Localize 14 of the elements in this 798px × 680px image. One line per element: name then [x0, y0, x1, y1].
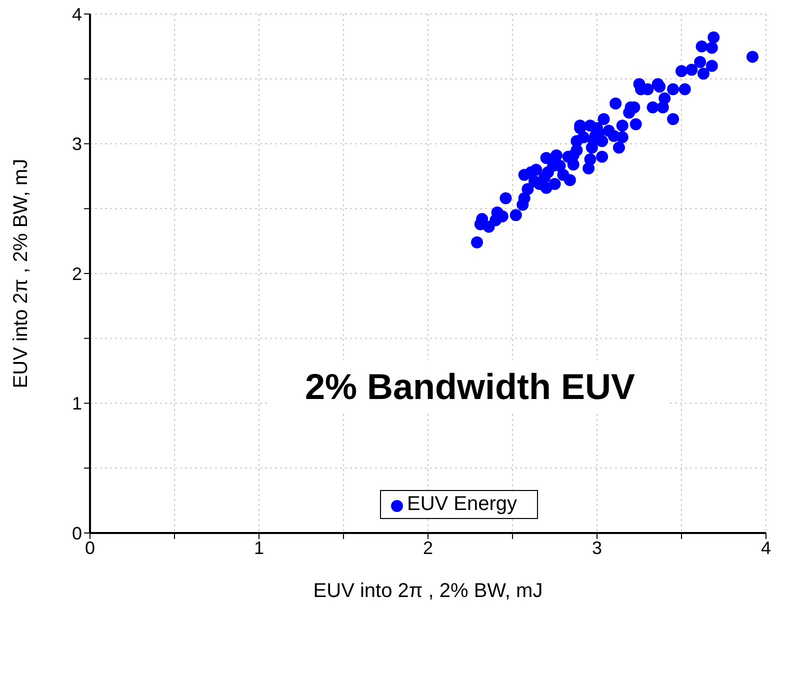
x-tick-label: 2 — [422, 538, 434, 558]
x-tick-label: 0 — [84, 538, 96, 558]
y-tick-label: 0 — [72, 523, 82, 544]
y-tick-label: 4 — [72, 4, 82, 24]
legend-label: EUV Energy — [407, 493, 518, 515]
y-tick-label: 2 — [72, 264, 82, 284]
y-tick-label: 1 — [72, 394, 82, 414]
text: 2% Bandwidth EUV — [270, 360, 670, 414]
x-axis-title: EUV into 2π , 2% BW, mJ — [313, 580, 543, 602]
y-axis-title: EUV into 2π , 2% BW, mJ — [10, 158, 32, 388]
x-tick-label: 3 — [592, 538, 602, 558]
x-tick-label: 1 — [254, 538, 264, 558]
y-tick-label: 3 — [72, 134, 82, 154]
x-tick-label: 4 — [760, 538, 772, 558]
